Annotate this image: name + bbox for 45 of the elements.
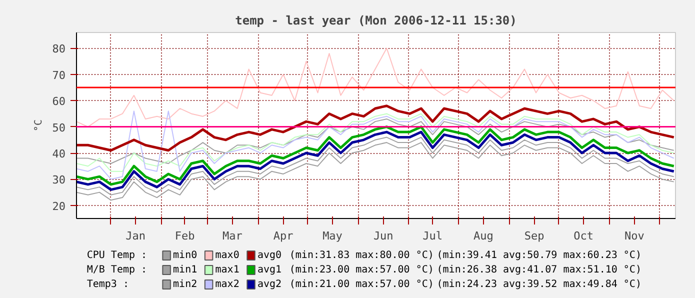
x-tick-label: Jun [373,230,394,242]
legend-label: avg2 [257,279,282,290]
x-tick-label: Nov [624,230,645,242]
y-tick-label: 20 [52,200,66,213]
x-tick-label: Feb [174,230,195,242]
x-tick-label: Oct [574,230,594,242]
legend-label: max0 [215,250,240,261]
x-tick-label: Jan [126,230,146,242]
x-tick-label: Aug [474,230,494,242]
y-tick-label: 60 [52,95,66,108]
y-tick-label: 70 [52,68,66,82]
x-tick-label: May [322,230,343,242]
text: (min:31.83 max:80.00 °C) [289,250,434,261]
x-tick-label: Apr [273,230,294,242]
text: (min:26.38 avg:41.07 max:51.10 °C) [436,264,642,276]
text: (min:21.00 max:57.00 °C) [289,279,434,290]
y-tick-label: 80 [52,42,66,56]
legend-label: min0 [173,250,198,261]
text: (min:24.23 avg:39.52 max:49.84 °C) [436,279,642,290]
line-series [76,104,676,152]
text: (min:23.00 max:57.00 °C) [289,264,434,276]
line-series [76,113,674,172]
y-axis-title: °C [33,119,44,132]
text: (min:39.41 avg:50.79 max:60.23 °C) [436,250,642,261]
line-series [76,142,674,201]
y-tick-label: 40 [52,148,66,161]
line-series [76,136,674,196]
legend-label: max2 [215,279,240,290]
chart-title: temp - last year (Mon 2006-12-11 15:30) [235,14,517,28]
text: M/B Temp : [86,264,148,276]
x-tick-label: Jul [422,230,443,242]
legend-label: min1 [173,264,198,276]
line-series [76,118,674,164]
legend-label: avg0 [257,250,282,261]
y-tick-label: 50 [52,121,66,134]
x-tick-label: Mar [222,230,243,242]
line-series [76,110,674,180]
x-tick-label: Sep [524,230,544,242]
legend-label: avg1 [257,264,282,276]
line-series [76,48,674,128]
legend-label: min2 [173,279,198,290]
text: CPU Temp : [86,250,148,261]
y-tick-label: 30 [52,174,66,187]
legend-label: max1 [215,264,240,276]
text: Temp3 : [86,279,129,290]
